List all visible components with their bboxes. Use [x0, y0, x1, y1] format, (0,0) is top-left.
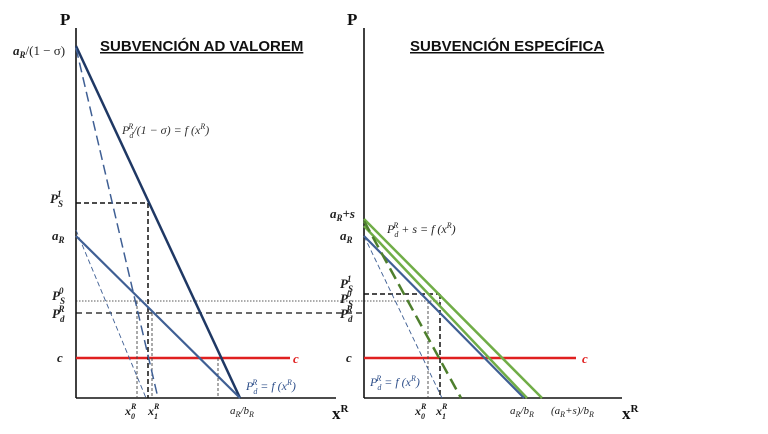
left-panel: SUBVENCIÓN AD VALOREM P xR c aR/(1 − σ) … [13, 10, 440, 423]
right-x-axis-label: xR [622, 403, 640, 423]
right-demand-curve [363, 235, 525, 399]
right-xlabel-x1: x1R [435, 402, 448, 421]
right-xlabel-ab-plus-s: (aR+s)/bR [551, 405, 594, 419]
left-xlabel-ab: aR/bR [230, 405, 254, 419]
left-y-axis-label: P [60, 10, 70, 29]
left-thin-dashed-curve [75, 229, 147, 399]
left-x-axis-label: xR [332, 403, 350, 423]
right-panel: SUBVENCIÓN ESPECÍFICA P xR c aR+s aR PS1… [330, 10, 640, 423]
right-shifted-demand-curve-outer [363, 218, 543, 399]
left-upper-curve-label: PdR/(1 − σ) = f (xR) [121, 122, 209, 140]
right-xlabel-ab: aR/bR [510, 405, 534, 419]
left-ylabel-pd: PdR [52, 304, 65, 324]
left-lower-curve-label: PdR = f (xR) [245, 378, 296, 396]
right-xlabel-x0: x0R [414, 402, 427, 421]
right-panel-title: SUBVENCIÓN ESPECÍFICA [410, 37, 604, 55]
right-ylabel-pd: PdR [340, 304, 353, 324]
right-dashed-green-curve [362, 220, 463, 399]
left-cost-line-label: c [293, 351, 299, 366]
right-ylabel-ps1: PS1 [340, 274, 353, 294]
right-y-axis-label: P [347, 10, 357, 29]
left-panel-title: SUBVENCIÓN AD VALOREM [100, 37, 303, 55]
left-ylabel-aR: aR [52, 228, 65, 245]
left-xlabel-x1: x1R [147, 402, 160, 421]
right-lower-curve-label: PdR = f (xR) [369, 374, 420, 392]
left-ylabel-top: aR/(1 − σ) [13, 43, 65, 60]
right-shifted-demand-curve [363, 225, 528, 399]
left-ylabel-ps1: PS1 [50, 189, 63, 209]
right-ylabel-aR: aR [340, 228, 353, 245]
left-ylabel-c: c [57, 350, 63, 365]
right-ylabel-ps0: PS0 [340, 289, 353, 309]
left-dashed-demand-curve [75, 47, 159, 399]
right-cost-line-label: c [582, 351, 588, 366]
right-ylabel-top: aR+s [330, 206, 355, 223]
right-upper-curve-label: PdR + s = f (xR) [386, 221, 456, 239]
left-ylabel-ps0: PS0 [52, 286, 65, 306]
right-thin-dashed-curve [363, 235, 443, 399]
right-ylabel-c: c [346, 350, 352, 365]
left-subsidized-demand-curve [74, 45, 242, 399]
left-xlabel-x0: x0R [124, 402, 137, 421]
left-demand-curve [75, 235, 241, 399]
